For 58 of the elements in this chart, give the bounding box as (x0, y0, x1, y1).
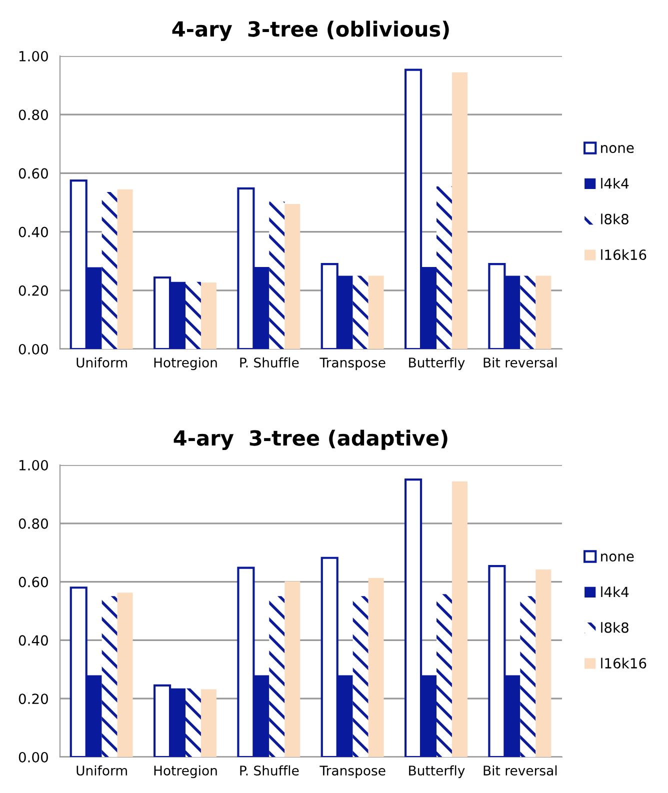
legend-label: l16k16 (601, 249, 646, 260)
x-tick-label: Bit reversal (484, 357, 557, 368)
bar (186, 688, 201, 757)
x-tick-label: Hotregion (154, 357, 217, 370)
bar (520, 596, 536, 757)
x-tick-label: Butterfly (409, 765, 465, 778)
bar (352, 276, 368, 349)
x-tick-label: Transpose (320, 358, 386, 370)
y-tick-label: 0.20 (18, 694, 48, 704)
bar (452, 72, 468, 349)
legend-label: none (601, 145, 634, 154)
bar (117, 189, 133, 349)
legend-label: none (601, 554, 634, 562)
bar (536, 570, 552, 757)
x-tick-label: Uniform (76, 357, 127, 368)
bar (368, 276, 384, 349)
x-tick-label: Hotregion (154, 765, 217, 778)
bar (269, 596, 285, 757)
bar (200, 282, 216, 349)
y-tick-label: 0.60 (18, 168, 48, 179)
y-tick-label: 1.00 (19, 50, 48, 62)
legend-label: l4k4 (601, 586, 629, 597)
y-tick-label: 0.60 (18, 576, 48, 588)
x-tick-label: Butterfly (409, 357, 465, 370)
bar (200, 689, 216, 757)
x-tick-label: Bit reversal (484, 765, 557, 776)
y-tick-label: 0.00 (18, 752, 48, 762)
bar (368, 578, 384, 757)
y-tick-label: 0.40 (18, 635, 48, 646)
bar (520, 276, 536, 349)
chart-title: 4-ary 3-tree (oblivious) (172, 20, 449, 42)
legend-label: l16k16 (601, 658, 646, 669)
bar (436, 186, 452, 349)
chart-title: 4-ary 3-tree (adaptive) (174, 430, 448, 450)
y-tick-label: 0.20 (18, 285, 48, 296)
bar (186, 282, 201, 349)
bar (452, 481, 468, 757)
y-tick-label: 0.80 (18, 518, 48, 529)
legend-label: l8k8 (601, 214, 628, 224)
bar (102, 596, 118, 757)
y-tick-label: 0.40 (18, 226, 48, 238)
x-tick-label: P. Shuffle (240, 765, 299, 776)
legend-label: l4k4 (601, 178, 629, 188)
x-tick-label: Transpose (320, 766, 386, 778)
y-tick-label: 0.80 (18, 110, 48, 120)
bar (536, 276, 552, 349)
bar (102, 192, 118, 349)
bar (352, 596, 368, 757)
bar (269, 202, 285, 349)
bar (117, 592, 133, 757)
x-tick-label: P. Shuffle (240, 357, 299, 368)
y-tick-label: 1.00 (19, 460, 48, 470)
legend-label: l8k8 (601, 622, 628, 633)
x-tick-label: Uniform (76, 765, 127, 776)
bar (284, 204, 300, 349)
bar (436, 594, 452, 757)
y-tick-label: 0.00 (18, 344, 48, 354)
bar (284, 581, 300, 757)
